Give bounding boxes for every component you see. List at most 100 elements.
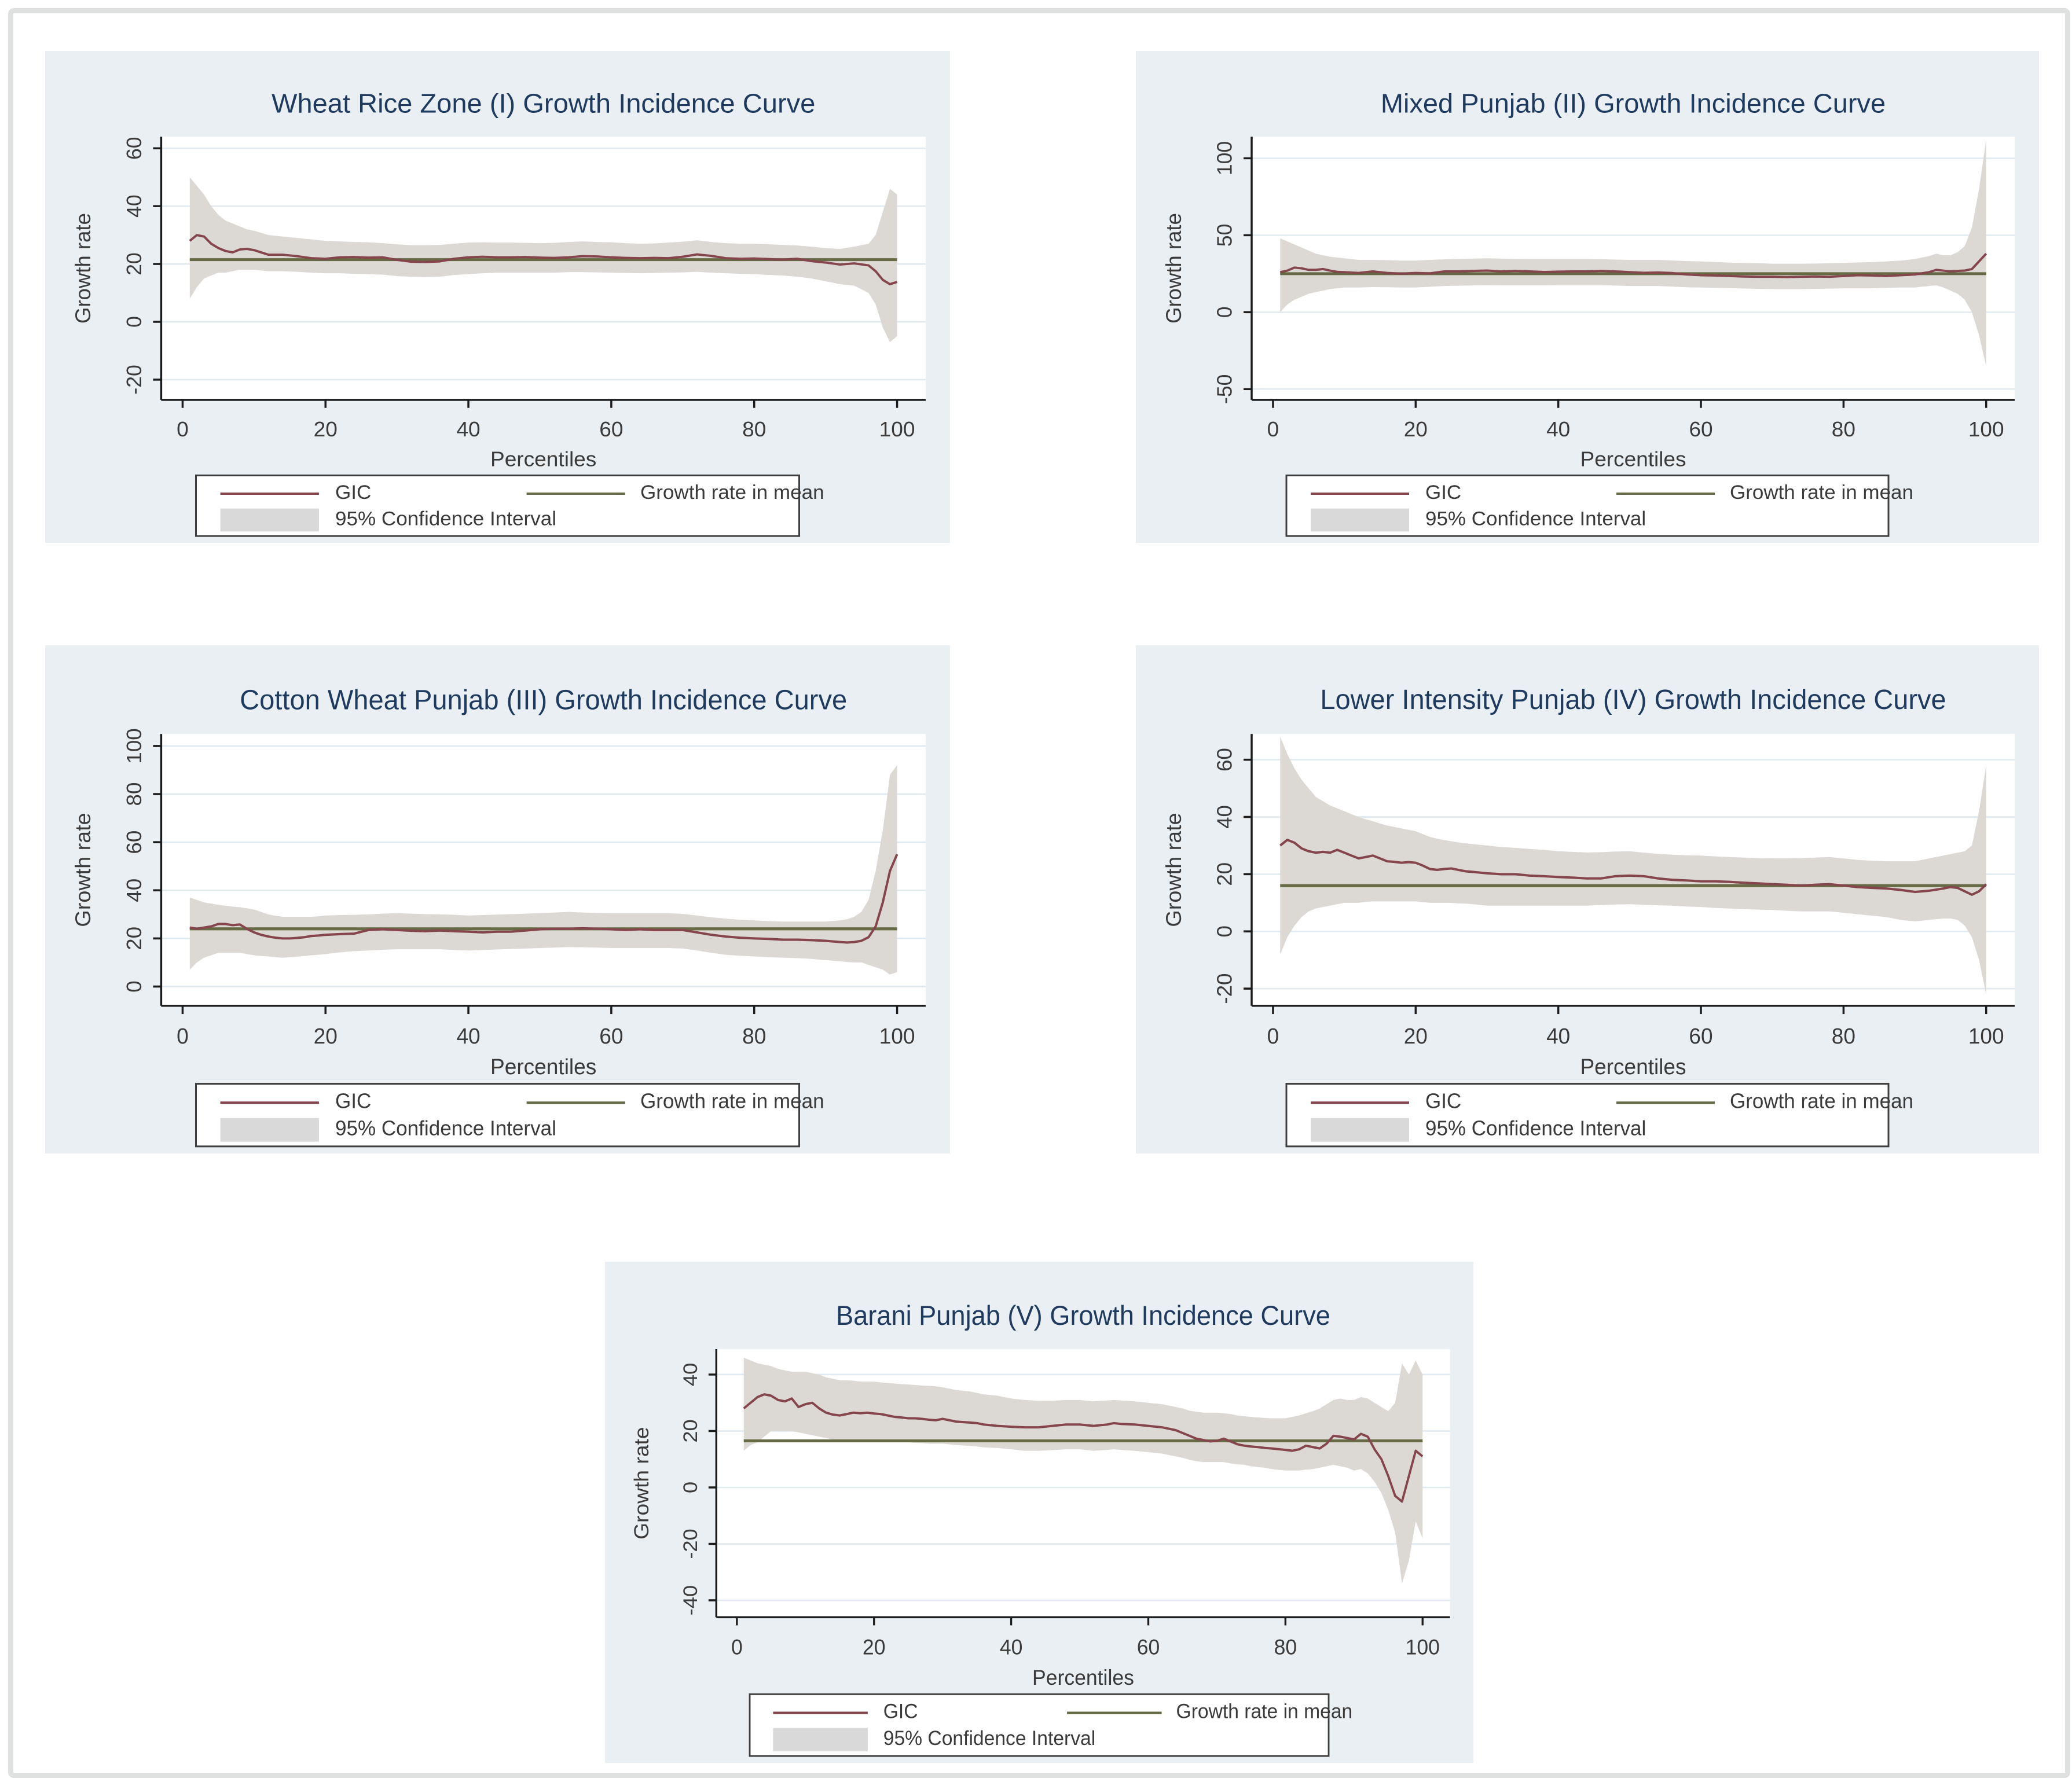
legend-mean-label: Growth rate in mean (1730, 482, 1913, 504)
confidence-interval-band (743, 1357, 1423, 1584)
confidence-interval-band (1280, 737, 1986, 994)
chart-panel-cotton-wheat-punjab-3: 0 20 40 60 80 100 0 20 40 60 80 100 Growth rate Perce… (45, 645, 950, 1154)
y-tick-label: 0 (1213, 925, 1237, 937)
x-tick-label: 60 (1689, 1024, 1712, 1048)
y-tick-label: 60 (123, 137, 146, 160)
gic-line (743, 1393, 1424, 1503)
x-tick-label: 40 (1546, 1024, 1570, 1048)
legend-gic-label: GIC (1425, 1090, 1461, 1112)
gic-chart-wheat-rice-zone-1: -20 0 20 40 60 0 20 40 60 80 100 Growth rate Percent… (71, 89, 926, 537)
y-tick-label: 0 (679, 1482, 702, 1493)
y-tick-label: 80 (122, 783, 146, 806)
y-axis-title: Growth rate (71, 813, 95, 927)
y-tick-label: -20 (1213, 974, 1237, 1004)
y-axis-title: Growth rate (630, 1427, 653, 1540)
y-tick-label: -20 (679, 1529, 702, 1559)
y-axis-title: Growth rate (1161, 813, 1186, 927)
x-tick-label: 80 (1274, 1635, 1297, 1659)
legend: GIC 95% Confidence Interval Growth rate in… (1285, 1082, 1913, 1148)
x-axis-title: Percentiles (1580, 447, 1686, 471)
y-tick-label: 40 (123, 194, 146, 218)
legend-ci-label: 95% Confidence Interval (883, 1727, 1095, 1750)
gic-chart-cotton-wheat-punjab-3: 0 20 40 60 80 100 0 20 40 60 80 100 Growth rate Perce… (71, 685, 926, 1148)
x-tick-label: 100 (1968, 1024, 2004, 1048)
x-tick-label: 0 (177, 1024, 189, 1048)
chart-title: Cotton Wheat Punjab (III) Growth Inciden… (240, 685, 847, 715)
x-tick-label: 60 (1137, 1635, 1160, 1659)
legend-mean-label: Growth rate in mean (1176, 1700, 1353, 1723)
legend-ci-label: 95% Confidence Interval (1425, 508, 1646, 530)
y-tick-label: 40 (679, 1363, 702, 1386)
gic-chart-lower-intensity-punjab-4: -20 0 20 40 60 0 20 40 60 80 100 Growth rate Percent… (1161, 685, 2015, 1148)
x-tick-label: 20 (863, 1635, 886, 1659)
y-tick-label: 20 (123, 252, 146, 275)
gic-chart-mixed-punjab-2: -50 0 50 100 0 20 40 60 80 100 Growth rate Percenti… (1162, 89, 2015, 537)
gic-line (189, 234, 898, 286)
legend-ci-swatch (1311, 1118, 1409, 1142)
x-axis-title: Percentiles (490, 1055, 596, 1079)
y-tick-label: 50 (1213, 224, 1236, 247)
y-tick-label: -20 (123, 365, 146, 394)
x-tick-label: 20 (1404, 1024, 1428, 1048)
x-axis-title: Percentiles (1580, 1055, 1686, 1079)
chart-title: Barani Punjab (V) Growth Incidence Curve (836, 1300, 1330, 1331)
x-tick-label: 0 (177, 417, 189, 441)
chart-panel-barani-punjab-5: -40 -20 0 20 40 0 20 40 60 80 100 Growth rate Percen… (605, 1262, 1473, 1763)
legend: GIC 95% Confidence Interval Growth rate in… (195, 474, 824, 537)
x-tick-label: 40 (1546, 417, 1570, 441)
chart-panel-lower-intensity-punjab-4: -20 0 20 40 60 0 20 40 60 80 100 Growth rate Percent… (1136, 645, 2039, 1154)
legend-ci-swatch (220, 508, 319, 532)
y-axis-title: Growth rate (1162, 213, 1186, 324)
x-tick-label: 20 (314, 417, 338, 441)
x-tick-label: 40 (456, 417, 480, 441)
x-tick-label: 20 (1404, 417, 1428, 441)
chart-title: Wheat Rice Zone (I) Growth Incidence Cur… (272, 89, 815, 119)
x-tick-label: 100 (1406, 1635, 1440, 1659)
y-tick-label: 100 (122, 728, 146, 763)
legend-gic-label: GIC (883, 1700, 918, 1723)
legend-mean-label: Growth rate in mean (1730, 1090, 1913, 1112)
legend-mean-label: Growth rate in mean (640, 1089, 824, 1112)
legend-ci-swatch (220, 1118, 319, 1142)
chart-title: Mixed Punjab (II) Growth Incidence Curve (1381, 89, 1886, 119)
x-tick-label: 80 (742, 1024, 766, 1048)
legend-gic-label: GIC (1425, 482, 1461, 504)
y-tick-label: 20 (1213, 862, 1237, 886)
x-axis-title: Percentiles (490, 447, 596, 471)
legend-gic-label: GIC (335, 481, 371, 504)
y-tick-label: -40 (679, 1585, 702, 1615)
y-tick-label: 40 (122, 879, 146, 902)
x-tick-label: 80 (742, 417, 766, 441)
x-axis-title: Percentiles (1032, 1665, 1134, 1689)
legend-ci-swatch (773, 1728, 868, 1751)
legend-ci-label: 95% Confidence Interval (1425, 1117, 1646, 1140)
gic-chart-barani-punjab-5: -40 -20 0 20 40 0 20 40 60 80 100 Growth rate Percen… (630, 1300, 1450, 1757)
legend-ci-swatch (1311, 508, 1409, 532)
legend: GIC 95% Confidence Interval Growth rate in… (749, 1693, 1353, 1757)
y-tick-label: 60 (1213, 748, 1237, 772)
x-tick-label: 40 (456, 1024, 480, 1048)
x-tick-label: 100 (879, 1024, 915, 1048)
chart-panel-wheat-rice-zone-1: -20 0 20 40 60 0 20 40 60 80 100 Growth rate Percent… (45, 51, 950, 543)
legend-ci-label: 95% Confidence Interval (335, 508, 556, 530)
x-tick-label: 40 (1000, 1635, 1023, 1659)
y-tick-label: 0 (1213, 306, 1236, 318)
y-tick-label: 0 (123, 316, 146, 328)
y-tick-label: -50 (1213, 374, 1236, 404)
x-tick-label: 0 (1267, 417, 1279, 441)
y-tick-label: 100 (1213, 141, 1236, 175)
x-tick-label: 80 (1832, 1024, 1855, 1048)
x-tick-label: 0 (1267, 1024, 1279, 1048)
chart-panel-mixed-punjab-2: -50 0 50 100 0 20 40 60 80 100 Growth rate Percenti… (1136, 51, 2039, 543)
y-tick-label: 20 (122, 927, 146, 950)
legend: GIC 95% Confidence Interval Growth rate in… (195, 1082, 824, 1148)
chart-title: Lower Intensity Punjab (IV) Growth Incid… (1320, 685, 1946, 716)
legend-mean-label: Growth rate in mean (640, 481, 824, 504)
gic-line (1279, 839, 1987, 896)
confidence-interval-band (189, 765, 897, 975)
legend: GIC 95% Confidence Interval Growth rate in… (1285, 474, 1913, 537)
gic-line (189, 854, 899, 944)
x-tick-label: 100 (1968, 417, 2004, 441)
gic-line (1279, 252, 1987, 278)
y-tick-label: 0 (122, 980, 146, 992)
